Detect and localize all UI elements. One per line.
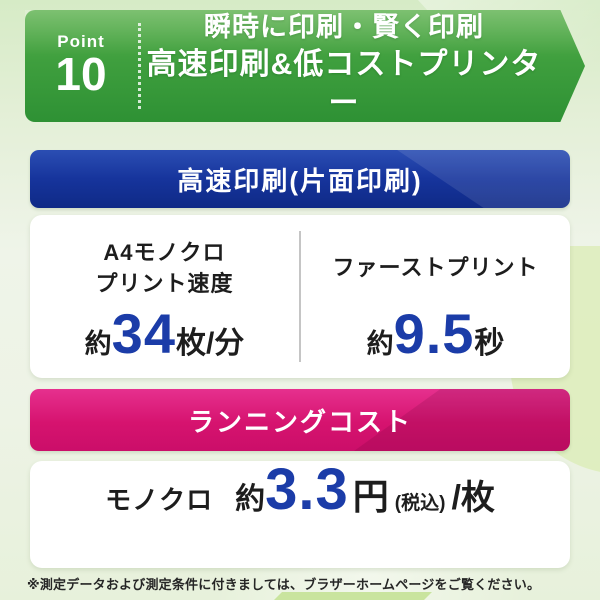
- headline: 瞬時に印刷・賢く印刷 高速印刷&低コストプリンター: [145, 10, 543, 122]
- speed-stats-card: A4モノクロ プリント速度 約 34 枚/分 ファーストプリント 約 9.5 秒: [30, 215, 570, 378]
- stat-print-speed: A4モノクロ プリント速度 約 34 枚/分: [30, 215, 299, 378]
- stat-first-print: ファーストプリント 約 9.5 秒: [301, 215, 570, 378]
- cost-label: モノクロ: [105, 485, 214, 515]
- dotted-divider: [138, 23, 141, 109]
- cost-number: 3.3: [265, 457, 349, 522]
- per-sheet-unit: /枚: [451, 479, 495, 517]
- point-label: Point: [57, 32, 105, 52]
- vertical-divider: [299, 231, 301, 362]
- background-sliver-bottom: [274, 592, 432, 600]
- approx-prefix: 約: [235, 483, 266, 516]
- first-print-number: 9.5: [393, 301, 475, 365]
- stat-label-line: ファーストプリント: [332, 255, 539, 281]
- point-badge: Point 10: [25, 10, 137, 122]
- cost-section-header-bar: ランニングコスト: [30, 389, 570, 451]
- cost-card: モノクロ 約 3.3 円 (税込) /枚: [30, 461, 570, 568]
- stat-first-print-labels: ファーストプリント: [333, 238, 539, 300]
- approx-prefix: 約: [84, 328, 112, 359]
- speed-section-header-bar: 高速印刷(片面印刷): [30, 150, 570, 208]
- approx-prefix: 約: [366, 328, 394, 359]
- print-speed-unit: 枚/分: [175, 326, 245, 360]
- stat-label-line: A4モノクロ: [103, 239, 226, 265]
- stat-print-speed-value: 約 34 枚/分: [84, 301, 245, 365]
- cost-section-title: ランニングコスト: [187, 406, 412, 437]
- headline-line-1: 瞬時に印刷・賢く印刷: [204, 11, 484, 42]
- stat-label-line: プリント速度: [95, 270, 234, 296]
- stat-first-print-value: 約 9.5 秒: [366, 301, 505, 365]
- print-speed-number: 34: [111, 301, 176, 365]
- headline-line-2: 高速印刷&低コストプリンター: [146, 48, 542, 121]
- cost-value-row: モノクロ 約 3.3 円 (税込) /枚: [30, 461, 570, 568]
- first-print-unit: 秒: [474, 326, 505, 360]
- cost-unit: 円: [352, 476, 389, 517]
- point-banner: Point 10 瞬時に印刷・賢く印刷 高速印刷&低コストプリンター: [25, 10, 585, 122]
- point-number: 10: [55, 48, 107, 101]
- footnote: ※測定データおよび測定条件に付きましては、ブラザーホームページをご覧ください。: [27, 577, 541, 592]
- speed-section-title: 高速印刷(片面印刷): [177, 165, 423, 196]
- stat-print-speed-labels: A4モノクロ プリント速度: [95, 238, 233, 300]
- tax-note: (税込): [394, 493, 446, 514]
